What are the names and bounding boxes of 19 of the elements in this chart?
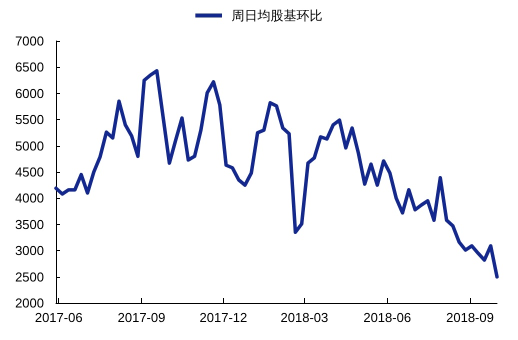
y-tick-label: 4500 <box>15 164 44 180</box>
y-tick-label: 6000 <box>15 86 44 101</box>
y-tick-label: 6500 <box>15 60 44 75</box>
x-tick-label: 2017-06 <box>34 310 83 325</box>
y-tick-label: 2500 <box>15 269 44 284</box>
y-tick-label: 3500 <box>15 216 44 232</box>
x-tick-label: 2017-09 <box>118 310 166 325</box>
x-tick-label: 2018-03 <box>280 310 328 325</box>
line-series <box>54 69 499 279</box>
x-tick-label: 2018-06 <box>363 310 412 325</box>
y-tick-label: 7000 <box>15 34 44 48</box>
x-tick-label: 2018-09 <box>446 310 494 325</box>
y-tick-label: 2000 <box>15 296 44 310</box>
legend-label: 周日均股基环比 <box>232 8 323 23</box>
x-tick-label: 2017-12 <box>200 310 248 325</box>
y-tick-label: 5000 <box>15 138 44 154</box>
y-tick-label: 3000 <box>15 243 44 258</box>
y-tick-label: 5500 <box>15 112 44 128</box>
y-tick-label: 4000 <box>15 190 44 206</box>
